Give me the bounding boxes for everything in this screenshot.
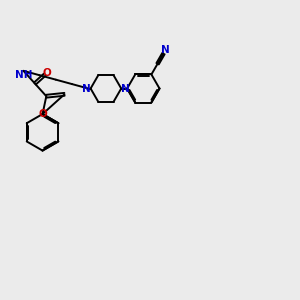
Text: N: N: [161, 45, 170, 55]
Text: NH: NH: [15, 70, 32, 80]
Text: N: N: [82, 83, 91, 94]
Text: O: O: [38, 109, 47, 119]
Text: N: N: [121, 83, 129, 94]
Text: O: O: [43, 68, 51, 78]
